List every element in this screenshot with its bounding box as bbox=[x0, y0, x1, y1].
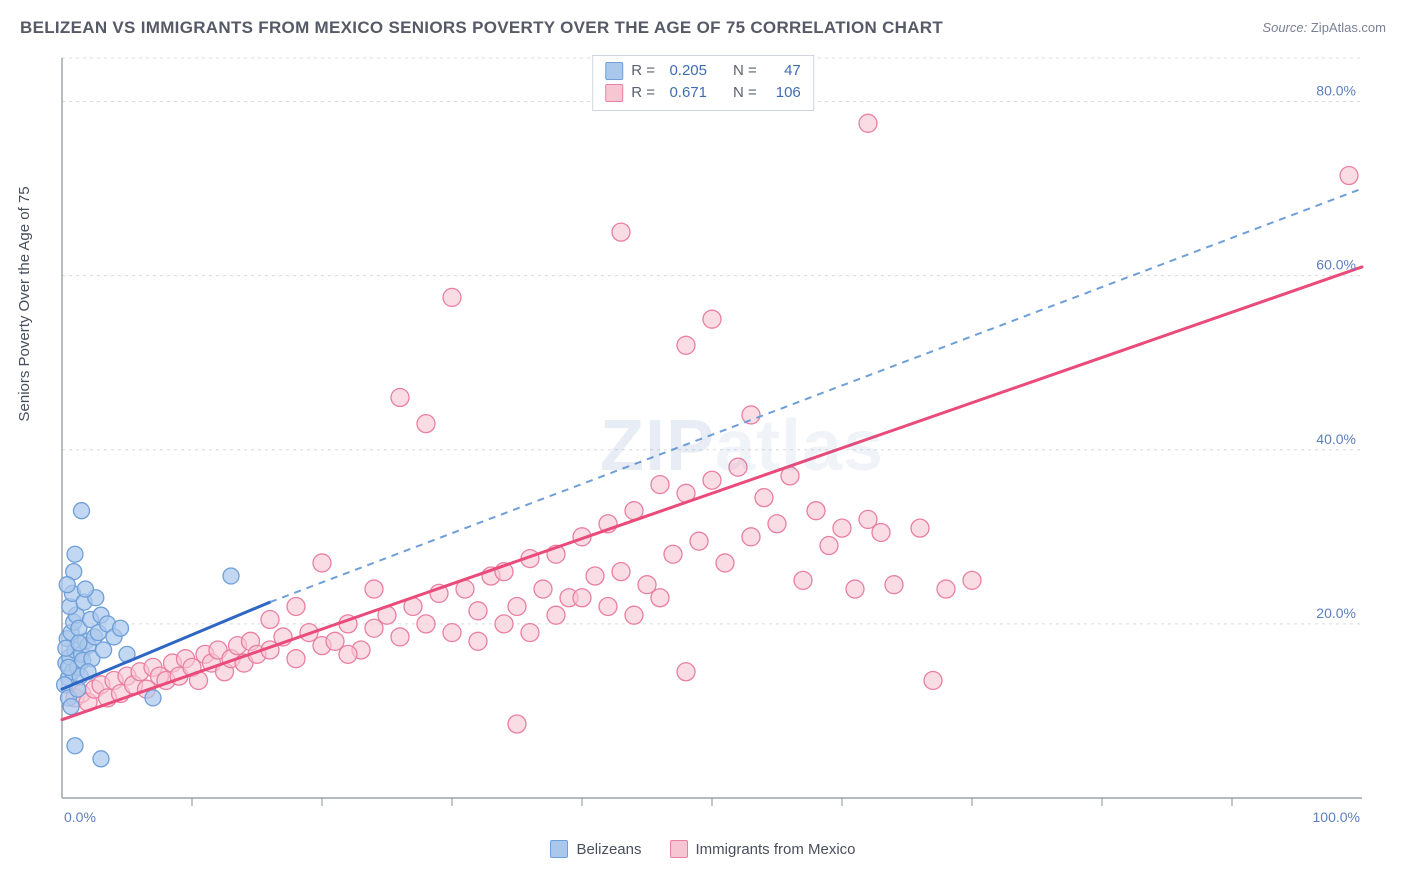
legend-item: Belizeans bbox=[550, 840, 641, 858]
bottom-legend: Belizeans Immigrants from Mexico bbox=[0, 840, 1406, 858]
n-label: N = bbox=[733, 82, 757, 104]
r-label: R = bbox=[631, 60, 655, 82]
swatch-icon bbox=[605, 84, 623, 102]
y-axis-label: Seniors Poverty Over the Age of 75 bbox=[16, 186, 33, 421]
svg-text:0.0%: 0.0% bbox=[64, 809, 96, 825]
svg-text:80.0%: 80.0% bbox=[1316, 83, 1356, 99]
legend-label: Belizeans bbox=[576, 841, 641, 858]
legend-item: Immigrants from Mexico bbox=[670, 840, 856, 858]
correlation-legend: R = 0.205 N = 47 R = 0.671 N = 106 bbox=[592, 55, 814, 111]
chart-title: BELIZEAN VS IMMIGRANTS FROM MEXICO SENIO… bbox=[20, 18, 943, 38]
n-label: N = bbox=[733, 60, 757, 82]
r-value: 0.205 bbox=[663, 60, 707, 82]
svg-text:40.0%: 40.0% bbox=[1316, 431, 1356, 447]
n-value: 47 bbox=[765, 60, 801, 82]
swatch-icon bbox=[605, 62, 623, 80]
corr-row: R = 0.671 N = 106 bbox=[605, 82, 801, 104]
r-label: R = bbox=[631, 82, 655, 104]
svg-text:60.0%: 60.0% bbox=[1316, 257, 1356, 273]
r-value: 0.671 bbox=[663, 82, 707, 104]
corr-row: R = 0.205 N = 47 bbox=[605, 60, 801, 82]
swatch-icon bbox=[550, 840, 568, 858]
svg-text:100.0%: 100.0% bbox=[1313, 809, 1360, 825]
source-value: ZipAtlas.com bbox=[1311, 20, 1386, 35]
scatter-chart: 20.0% 40.0% 60.0% 80.0% 0.0% 100.0% bbox=[52, 48, 1388, 838]
source-label: Source: bbox=[1262, 20, 1307, 35]
svg-text:20.0%: 20.0% bbox=[1316, 605, 1356, 621]
swatch-icon bbox=[670, 840, 688, 858]
chart-area: 20.0% 40.0% 60.0% 80.0% 0.0% 100.0% bbox=[52, 48, 1388, 838]
source-credit: Source: ZipAtlas.com bbox=[1262, 20, 1386, 35]
legend-label: Immigrants from Mexico bbox=[696, 841, 856, 858]
n-value: 106 bbox=[765, 82, 801, 104]
